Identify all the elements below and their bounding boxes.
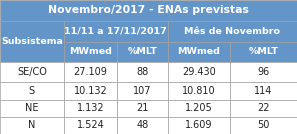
Text: Novembro/2017 - ENAs previstas: Novembro/2017 - ENAs previstas bbox=[48, 5, 249, 15]
Text: 1.609: 1.609 bbox=[185, 120, 213, 130]
Bar bbox=[0, 0, 297, 21]
Text: 29.430: 29.430 bbox=[182, 67, 216, 77]
Text: 1.205: 1.205 bbox=[185, 103, 213, 113]
Bar bbox=[230, 117, 297, 134]
Text: S: S bbox=[29, 86, 35, 96]
Text: 48: 48 bbox=[136, 120, 149, 130]
Text: %MLT: %MLT bbox=[249, 47, 279, 56]
Text: %MLT: %MLT bbox=[128, 47, 157, 56]
Text: 10.132: 10.132 bbox=[74, 86, 108, 96]
Bar bbox=[117, 100, 168, 117]
Text: Mês de Novembro: Mês de Novembro bbox=[184, 27, 280, 36]
Bar bbox=[117, 62, 168, 82]
Text: Subsistema: Subsistema bbox=[1, 37, 63, 46]
Bar bbox=[64, 42, 117, 62]
Bar bbox=[168, 82, 230, 100]
Bar bbox=[64, 117, 117, 134]
Text: 88: 88 bbox=[136, 67, 149, 77]
Bar bbox=[168, 42, 230, 62]
Text: 50: 50 bbox=[257, 120, 270, 130]
Bar bbox=[230, 62, 297, 82]
Bar bbox=[0, 100, 64, 117]
Bar bbox=[64, 100, 117, 117]
Bar bbox=[168, 100, 230, 117]
Bar bbox=[230, 82, 297, 100]
Bar bbox=[230, 42, 297, 62]
Bar bbox=[0, 117, 64, 134]
Bar bbox=[230, 100, 297, 117]
Bar bbox=[168, 117, 230, 134]
Text: 10.810: 10.810 bbox=[182, 86, 216, 96]
Text: 21: 21 bbox=[136, 103, 149, 113]
Bar bbox=[117, 82, 168, 100]
Bar bbox=[0, 82, 64, 100]
Bar bbox=[168, 62, 230, 82]
Text: 107: 107 bbox=[133, 86, 152, 96]
Text: 1.132: 1.132 bbox=[77, 103, 105, 113]
Text: 114: 114 bbox=[255, 86, 273, 96]
Bar bbox=[117, 117, 168, 134]
Text: MWmed: MWmed bbox=[69, 47, 112, 56]
Bar bbox=[117, 42, 168, 62]
Text: MWmed: MWmed bbox=[178, 47, 220, 56]
Bar bbox=[0, 21, 64, 62]
Text: NE: NE bbox=[25, 103, 39, 113]
Text: 96: 96 bbox=[257, 67, 270, 77]
Text: 22: 22 bbox=[257, 103, 270, 113]
Bar bbox=[168, 21, 297, 42]
Bar bbox=[64, 21, 168, 42]
Text: 27.109: 27.109 bbox=[74, 67, 108, 77]
Bar bbox=[64, 82, 117, 100]
Bar bbox=[0, 62, 64, 82]
Bar bbox=[64, 62, 117, 82]
Text: SE/CO: SE/CO bbox=[17, 67, 47, 77]
Text: N: N bbox=[28, 120, 36, 130]
Text: 1.524: 1.524 bbox=[77, 120, 105, 130]
Text: 11/11 a 17/11/2017: 11/11 a 17/11/2017 bbox=[64, 27, 167, 36]
